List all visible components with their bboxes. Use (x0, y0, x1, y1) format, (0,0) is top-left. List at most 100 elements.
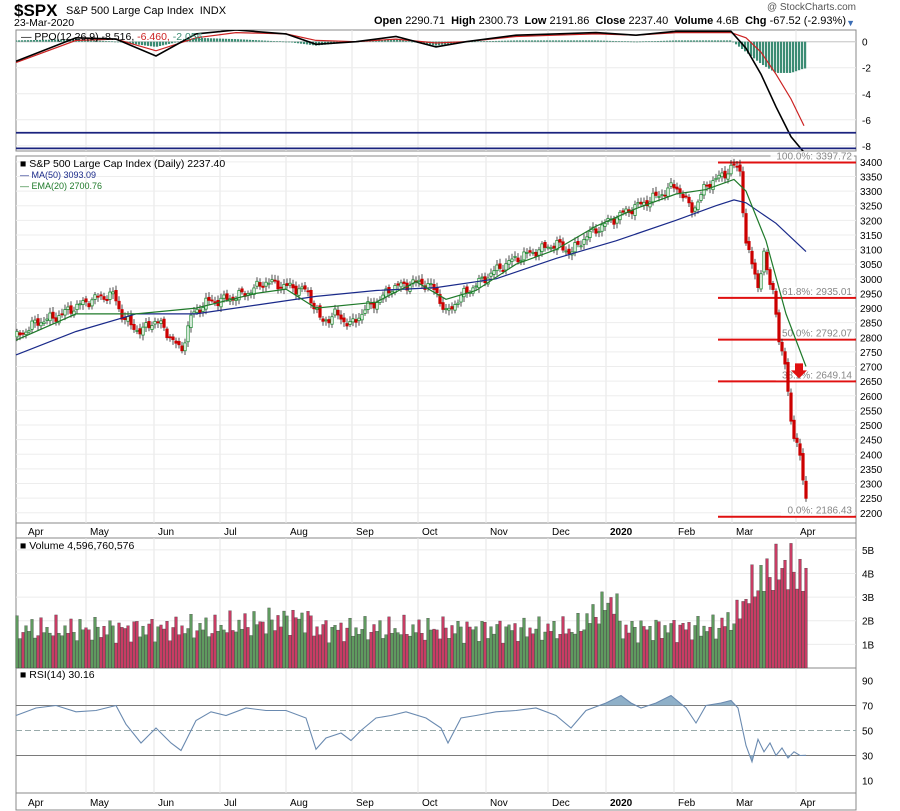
volume-bar (273, 630, 277, 669)
ppo-histogram-bar (672, 40, 675, 42)
x-tick-label: Apr (800, 527, 816, 538)
security-name-text: S&P 500 Large Cap Index (66, 5, 194, 17)
candle-body (306, 290, 310, 293)
volume-bar (363, 616, 367, 669)
ppo-histogram-bar (504, 40, 507, 42)
volume-bar (414, 632, 418, 669)
x-tick-label-bottom: Jun (158, 798, 174, 809)
candle-body (327, 319, 331, 324)
rsi-y-tick-label: 50 (862, 727, 874, 738)
ppo-histogram-bar (630, 41, 633, 43)
candle-body (699, 194, 703, 201)
volume-bar (756, 590, 760, 669)
ppo-histogram-bar (72, 39, 75, 42)
candle-body (207, 296, 211, 301)
ppo-histogram-bar (117, 41, 120, 43)
volume-bar (327, 642, 331, 669)
candle-body (531, 251, 535, 254)
ppo-histogram-bar (294, 41, 297, 43)
open-value: 2290.71 (405, 15, 445, 27)
volume-bar (546, 623, 550, 669)
ppo-histogram-bar (600, 40, 603, 42)
candle-body (144, 322, 148, 328)
candle-body (753, 262, 757, 275)
ppo-histogram-bar (204, 38, 207, 42)
candle-body (585, 236, 589, 241)
chevron-down-icon[interactable]: ▼ (846, 18, 855, 28)
volume-bar (588, 623, 592, 669)
volume-bar (234, 631, 238, 669)
candle-body (156, 321, 160, 324)
ppo-histogram-bar (522, 40, 525, 42)
ppo-histogram-bar (258, 40, 261, 42)
ppo-histogram-bar (690, 40, 693, 42)
volume-bar (78, 619, 82, 669)
candle-body (519, 259, 523, 262)
ppo-histogram-bar (18, 40, 21, 42)
candle-body (792, 419, 796, 439)
candle-body (723, 170, 727, 179)
ppo-histogram-bar (33, 40, 36, 42)
ppo-histogram-bar (87, 39, 90, 42)
volume-bar (105, 634, 109, 669)
volume-bar (156, 626, 160, 669)
price-y-tick-label: 2550 (860, 406, 883, 417)
candle-body (693, 207, 697, 212)
volume-bar (768, 577, 772, 669)
ppo-legend-value: -2.056 (173, 31, 203, 43)
volume-y-tick-label: 1B (862, 640, 875, 651)
candle-body (345, 323, 349, 327)
ppo-histogram-bar (801, 41, 804, 70)
candle-body (453, 304, 457, 311)
volume-legend: ■ Volume 4,596,760,576 (20, 540, 135, 552)
ppo-pane (15, 29, 857, 152)
ppo-histogram-bar (90, 40, 93, 42)
volume-bar (114, 642, 118, 669)
volume-bar (15, 615, 19, 669)
candle-body (729, 164, 733, 175)
ppo-histogram-bar (618, 41, 621, 42)
ppo-histogram-bar (714, 40, 717, 42)
volume-bar (117, 622, 121, 669)
volume-bar (75, 640, 79, 669)
ppo-histogram-bar (54, 39, 57, 42)
volume-bar (549, 631, 553, 669)
candle-body (507, 260, 511, 265)
volume-bar (198, 623, 202, 669)
candle-body (780, 341, 784, 352)
ppo-histogram-bar (510, 40, 513, 42)
ppo-histogram-bar (60, 39, 63, 42)
symbol[interactable]: $SPX (14, 1, 58, 20)
volume-bar (477, 641, 481, 669)
candle-body (645, 200, 649, 207)
candle-body (201, 307, 205, 312)
ppo-y-tick-label: -6 (862, 116, 871, 127)
ma50-line (15, 199, 807, 356)
volume-bar (345, 627, 349, 669)
volume-bar (168, 640, 172, 669)
candle-body (48, 312, 52, 322)
candle-body (342, 317, 346, 323)
candle-body (801, 453, 805, 481)
ppo-histogram-bar (702, 40, 705, 42)
ppo-histogram-bar (561, 40, 564, 42)
ppo-legend-value: -8.516, (102, 31, 138, 43)
candle-body (303, 285, 307, 290)
ppo-histogram-bar (402, 40, 405, 42)
volume-bar (174, 616, 178, 669)
candle-body (372, 301, 376, 309)
volume-bar (783, 559, 787, 669)
volume-bar (687, 622, 691, 669)
candle-body (351, 318, 355, 323)
ppo-legend-value: -6.460, (137, 31, 173, 43)
ppo-histogram-bar (609, 40, 612, 42)
volume-bar (195, 630, 199, 669)
volume-bar (150, 619, 154, 669)
ppo-histogram-bar (216, 38, 219, 42)
chart-date: 23-Mar-2020 (14, 17, 75, 29)
ppo-histogram-bar (63, 39, 66, 42)
volume-bar (705, 631, 709, 669)
candle-body (66, 306, 70, 310)
ppo-histogram-bar (96, 40, 99, 42)
ppo-histogram-bar (636, 41, 639, 43)
